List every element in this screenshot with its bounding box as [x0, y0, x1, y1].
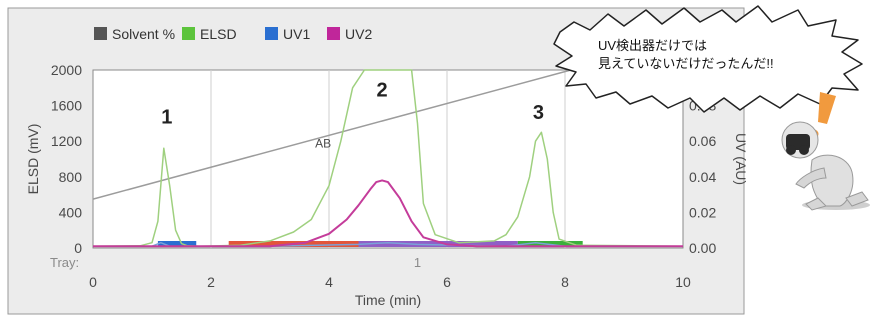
y-right-axis-title: UV (AU): [733, 133, 749, 185]
x-tick-label: 2: [207, 274, 215, 290]
legend-label-uv1: UV1: [283, 26, 310, 42]
legend-swatch-solvent: [94, 27, 107, 40]
plot-area: [92, 69, 684, 249]
legend: Solvent % ELSD UV1 UV2: [94, 26, 372, 42]
grid-lines: [210, 70, 566, 248]
tray-label: Tray:: [50, 255, 79, 270]
x-tick-label: 6: [443, 274, 451, 290]
y-left-tick-label: 800: [59, 169, 83, 185]
bubble-shape: [553, 5, 863, 113]
y-right-tick-label: 0.02: [689, 204, 716, 220]
y-left-tick-labels: 0 400 800 1200 1600 2000: [51, 62, 82, 256]
tray-value: 1: [414, 255, 421, 270]
legend-swatch-uv1: [265, 27, 278, 40]
series-lines: [92, 69, 684, 248]
annotation-label: AB: [315, 136, 331, 150]
fraction-bar-3: [358, 241, 518, 247]
series-line-uv1: [93, 241, 683, 247]
series-line-elsd: [92, 69, 684, 247]
peak-label-2: 2: [377, 80, 388, 102]
x-tick-label: 0: [89, 274, 97, 290]
annotations: AB: [315, 136, 331, 150]
y-right-tick-label: 0.04: [689, 169, 716, 185]
x-tick-label: 8: [561, 274, 569, 290]
x-tick-label: 4: [325, 274, 333, 290]
series-line-solvent-: [92, 69, 572, 200]
bubble-line-2: 見えていないだけだったんだ!!: [598, 56, 774, 71]
fraction-bar-1: [157, 241, 197, 247]
x-axis-title: Time (min): [355, 292, 421, 308]
x-tick-labels: 0 2 4 6 8 10: [89, 274, 691, 290]
legend-swatch-uv2: [327, 27, 340, 40]
y-left-axis-title: ELSD (mV): [25, 124, 41, 195]
legend-label-solvent: Solvent %: [112, 26, 175, 42]
series-line-uv2: [93, 179, 683, 248]
peak-label-1: 1: [161, 106, 172, 128]
bubble-line-1: UV検出器だけでは: [598, 38, 707, 53]
legend-swatch-elsd: [182, 27, 195, 40]
legend-label-elsd: ELSD: [200, 26, 237, 42]
x-tick-label: 10: [675, 274, 691, 290]
legend-label-uv2: UV2: [345, 26, 372, 42]
y-right-tick-label: 0.06: [689, 133, 716, 149]
y-left-tick-label: 1200: [51, 133, 82, 149]
y-left-tick-label: 1600: [51, 98, 82, 114]
surprised-figure-icon: [781, 121, 870, 211]
y-right-tick-label: 0.00: [689, 240, 716, 256]
peak-label-3: 3: [533, 102, 544, 124]
y-left-tick-label: 2000: [51, 62, 82, 78]
speech-bubble: UV検出器だけでは 見えていないだけだったんだ!!: [553, 5, 863, 113]
peak-labels: 1 2 3: [161, 80, 544, 129]
y-left-tick-label: 400: [59, 204, 83, 220]
y-left-tick-label: 0: [74, 240, 82, 256]
